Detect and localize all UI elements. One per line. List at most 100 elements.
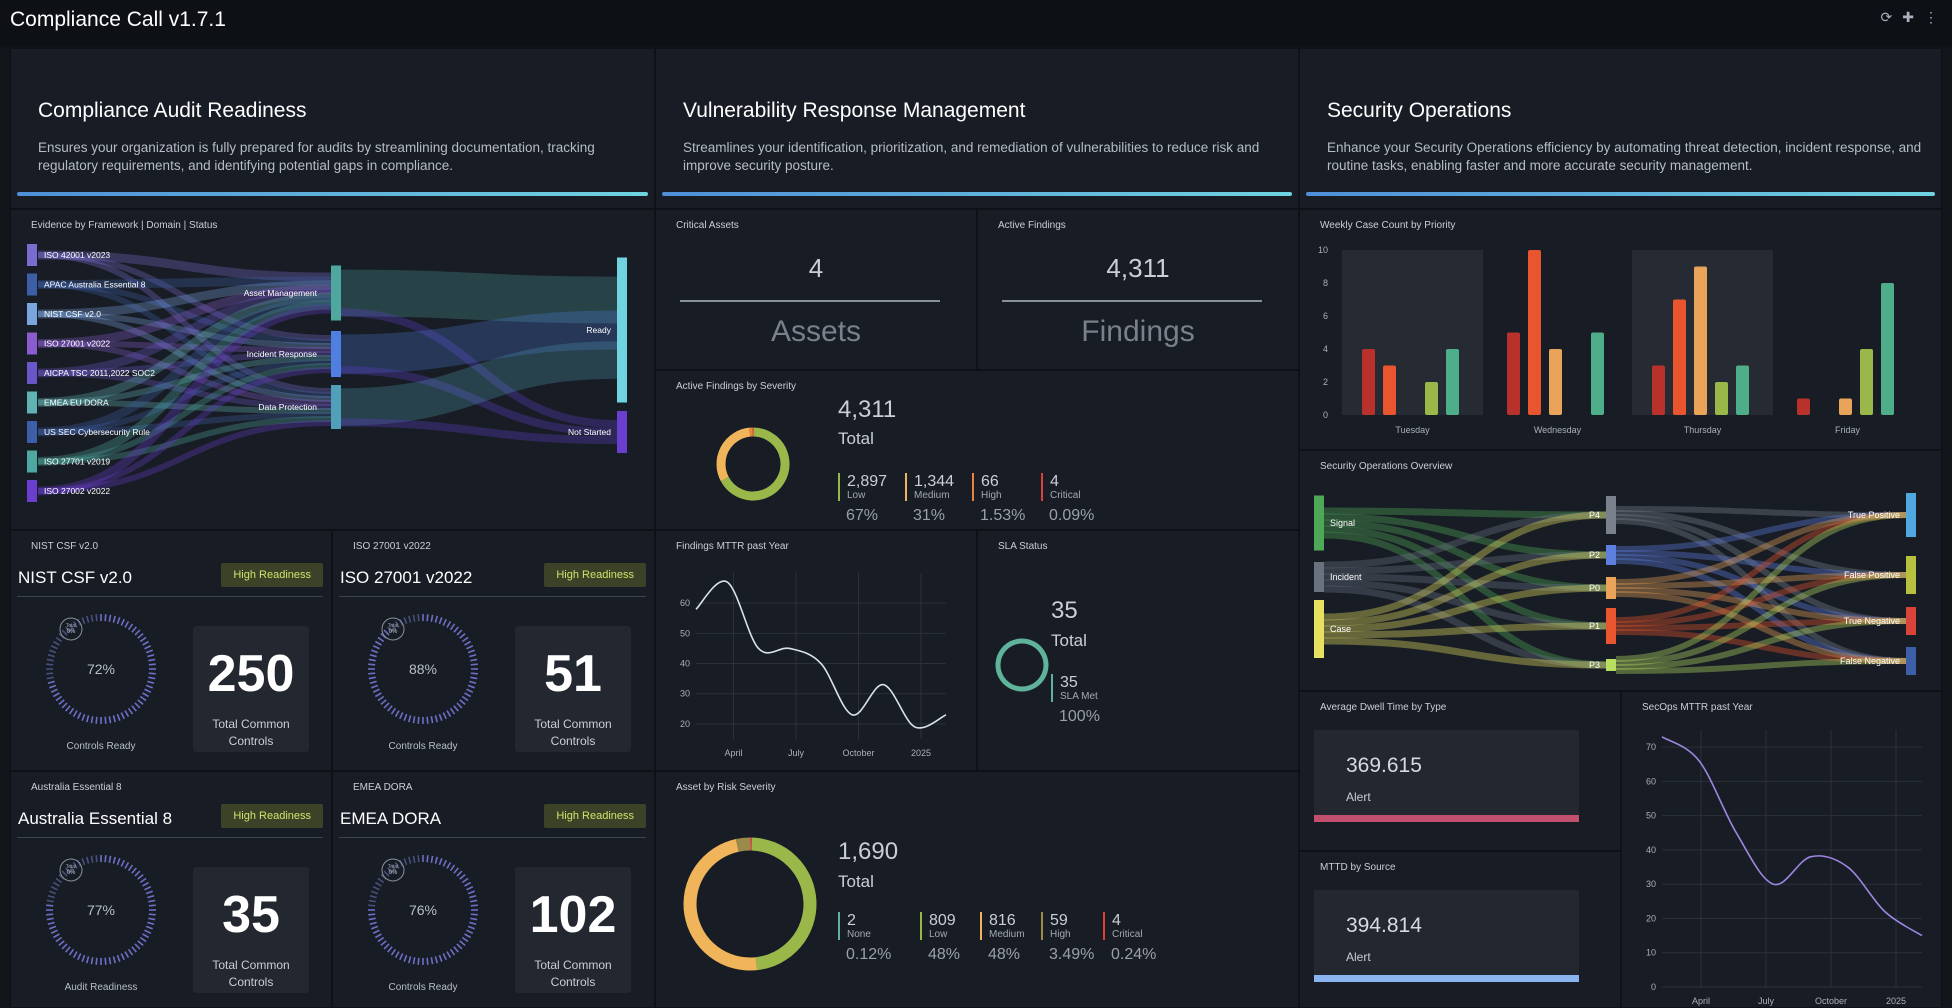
readiness-badge: High Readiness [221,563,323,587]
gauge-tick [47,680,55,685]
gauge-tick [461,877,469,884]
dwell-time-metric[interactable]: 369.615 Alert [1314,730,1579,822]
total-controls-box: 102 Total Common Controls [515,867,631,993]
total-controls-label: Total Common Controls [534,717,612,748]
gauge-tick [148,917,156,921]
gauge-tick [412,614,416,622]
gauge-tick [466,886,474,891]
gauge-tick [374,881,382,887]
gauge-tick [368,917,376,921]
gauge-tick [394,620,400,628]
gauge-tick [72,861,78,869]
panel-title: Findings MTTR past Year [676,541,789,552]
gauge-tick [134,702,141,709]
mttd-metric[interactable]: 394.814 Alert [1314,890,1579,982]
gauge-tick [467,890,475,895]
gauge-tick [390,623,397,631]
findings-mttr-line-chart[interactable]: 20 30 40 50 60 April July October 2025 [656,531,977,771]
sankey-node [1314,600,1324,658]
panel-title: Average Dwell Time by Type [1320,702,1447,713]
gauge-tick [95,957,98,965]
evidence-sankey-chart[interactable]: ISO 42001 v2023 APAC Australia Essential … [11,210,655,530]
top-bar: Compliance Call v1.7.1 ⟳ ✚ ⋮ [0,0,1952,46]
gauge-tick [399,712,404,720]
sankey-link [37,399,332,414]
gauge-tick [50,886,58,891]
gauge-tick [470,913,478,916]
header-title: Security Operations [1327,99,1512,122]
kebab-menu-icon[interactable]: ⋮ [1924,9,1938,25]
gauge-tick [49,684,57,689]
gauge-tick [407,856,412,864]
sankey-node [1906,607,1916,635]
sankey-node [1906,493,1916,537]
gauge-mini-tag: Total [388,864,399,870]
gauge-tick [374,692,382,698]
gauge-tick [147,680,155,685]
gauge-tick [470,658,478,662]
gauge-tick [467,925,475,930]
weekly-cases-bar-chart[interactable]: 0 2 4 6 8 10 Tuesday Wednesday Thursday Friday [1300,210,1942,450]
status-label: Not Started [568,427,611,437]
dwell-time-bar [1314,815,1579,822]
panel-title: EMEA DORA [353,782,413,793]
y-tick-label: 2 [1323,377,1328,387]
sankey-node [27,273,37,296]
gauge-tick [394,951,400,959]
gauge-tick [461,695,469,702]
secops-mttr-line-chart[interactable]: 0 10 20 30 40 50 60 70 April July October 2025 [1622,692,1942,1008]
readiness-panel-iso27001: ISO 27001 v2022 ISO 27001 v2022 High Readi… [332,530,655,771]
gauge-tick [383,702,390,709]
readiness-badge: High Readiness [544,804,646,828]
sankey-link [1615,510,1907,578]
source-label: Case [1330,624,1351,634]
x-tick-label: 2025 [911,748,931,758]
x-tick-label: July [788,748,805,758]
priority-label: P4 [1589,510,1600,520]
secops-sankey-chart[interactable]: Signal Incident Case P4 P2 P0 P1 P3 True Positiv… [1300,451,1942,691]
evidence-sankey-panel: Evidence by Framework | Domain | Status … [10,209,655,530]
sankey-node [27,332,37,355]
y-tick-label: 50 [1646,811,1656,821]
gauge-tick [371,649,379,654]
gauge-tick [442,712,447,720]
gauge-tick [49,925,57,930]
total-controls-box: 51 Total Common Controls [515,626,631,752]
gauge-tick [426,614,429,622]
sankey-link [1323,551,1607,575]
gauge-percent: 88% [409,661,437,677]
gauge-label: Controls Ready [388,741,458,752]
sankey-link [37,304,332,496]
findings-severity-donut[interactable] [708,419,798,509]
gauge-tick [387,626,393,633]
sankey-link [1615,591,1907,664]
gauge-tick [77,953,82,961]
gauge-tick [466,645,474,650]
framework-label: NIST CSF v2.0 [44,309,101,319]
refresh-icon[interactable]: ⟳ [1880,9,1893,25]
legend-item-sla-met: 35 SLA Met 100% [1051,674,1100,725]
plus-icon[interactable]: ✚ [1902,9,1914,25]
gauge-tick [377,636,385,643]
divider [1002,300,1262,302]
gauge-tick [371,890,379,895]
sankey-link [37,276,332,289]
gauge-tick [124,620,130,628]
gauge-tick [456,870,463,877]
gauge-label: Controls Ready [388,982,458,993]
x-tick-label: October [842,748,874,758]
sankey-link [1323,622,1607,639]
sankey-link [1615,618,1907,670]
gauge-tick [127,864,134,872]
sla-status-donut[interactable] [992,635,1052,695]
gauge-tick [120,859,125,867]
asset-risk-donut[interactable] [680,834,820,974]
legend-item-low: 809 Low 48% [920,912,960,963]
asset-risk-panel: Asset by Risk Severity 1,690 Total 2 None… [655,771,1299,1008]
sankey-node [1606,496,1616,534]
gauge-mini-value: 0% [389,629,398,635]
